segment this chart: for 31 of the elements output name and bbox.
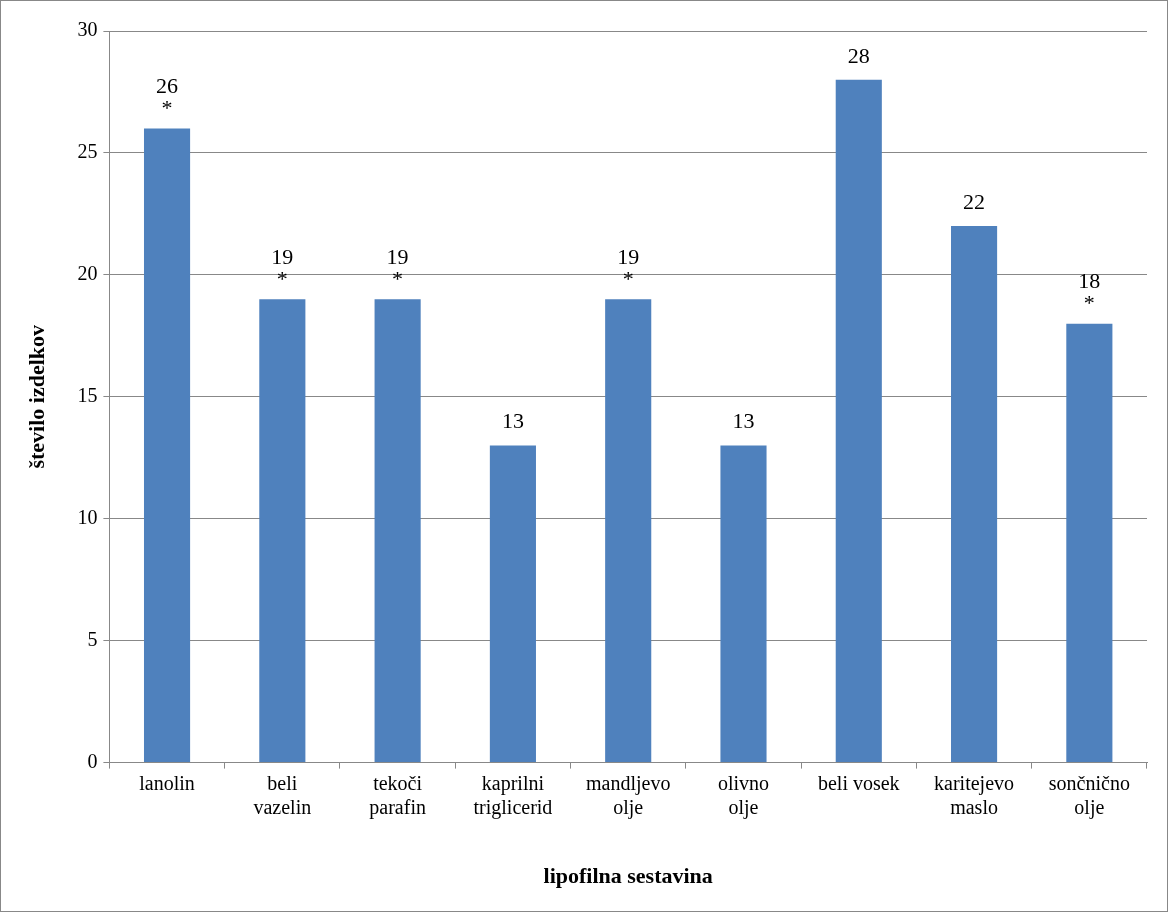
y-tick-label: 10 [77,505,98,528]
data-label: 13 [732,408,755,434]
y-tick-label: 15 [77,384,98,407]
data-label: 22 [963,188,986,214]
x-tick-label: mandljevo olje [585,771,671,819]
y-tick-label: 0 [87,749,98,772]
bar [951,226,998,763]
x-tick-label: olivno olje [717,771,770,819]
y-tick-label: 25 [77,140,98,163]
bar [1066,323,1113,763]
data-label: 13 [501,408,524,434]
bar [374,299,421,763]
y-tick-label: 5 [87,627,98,650]
x-tick-label: karitejevo maslo [934,771,1015,818]
x-tick-label: sončnično olje [1048,771,1130,819]
y-axis-title: število izdelkov [23,325,49,469]
y-tick-label: 30 [77,18,98,41]
bar [720,445,767,763]
y-tick-label: 20 [77,262,98,285]
bar [143,128,191,763]
bar [605,299,652,763]
bar [259,299,306,763]
bar [835,79,882,763]
bar [489,445,536,763]
x-tick-label: beli vosek [817,771,900,794]
data-label: 28 [847,42,870,68]
x-tick-label: beli vazelin [253,771,312,818]
x-tick-label: lanolin [139,771,195,794]
x-tick-label: tekoči parafin [369,771,426,819]
x-axis-title: lipofilna sestavina [543,863,713,889]
x-tick-label: kaprilni triglicerid [473,771,553,819]
